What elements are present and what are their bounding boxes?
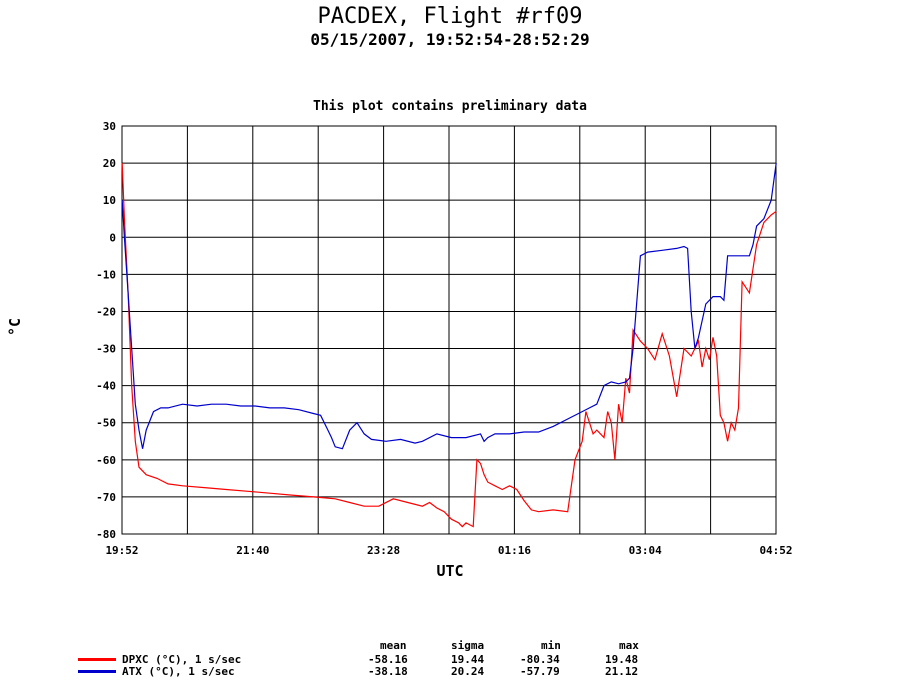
y-tick-label: -20: [96, 305, 116, 318]
y-tick-label: -10: [96, 268, 116, 281]
x-tick-label: 19:52: [105, 544, 138, 557]
chart-subtitle: 05/15/2007, 19:52:54-28:52:29: [310, 30, 590, 49]
legend-swatch-atx: [78, 670, 116, 673]
stat-dpxc-max: 19.48: [605, 653, 639, 666]
x-tick-label: 03:04: [629, 544, 662, 557]
stats-header-mean: mean: [380, 639, 407, 652]
x-tick-label: 04:52: [759, 544, 792, 557]
preliminary-note: This plot contains preliminary data: [313, 99, 587, 114]
legend-swatch-dpxc: [78, 658, 116, 661]
x-tick-label: 23:28: [367, 544, 400, 557]
series-line-dpxc: [121, 163, 777, 528]
y-tick-label: -30: [96, 343, 116, 356]
legend-label-dpxc: DPXC (°C), 1 s/sec: [122, 653, 242, 666]
y-tick-label: -70: [96, 491, 116, 504]
y-tick-label: -40: [96, 380, 116, 393]
x-tick-label: 01:16: [498, 544, 531, 557]
y-tick-label: -80: [96, 528, 116, 541]
x-axis-label: UTC: [436, 562, 464, 580]
legend-label-atx: ATX (°C), 1 s/sec: [122, 665, 235, 678]
stat-atx-min: -57.79: [520, 665, 560, 678]
stats-header-min: min: [541, 639, 561, 652]
stat-dpxc-min: -80.34: [520, 653, 560, 666]
chart-title: PACDEX, Flight #rf09: [317, 4, 583, 29]
stat-dpxc-sigma: 19.44: [451, 653, 485, 666]
y-tick-label: -50: [96, 417, 116, 430]
plot-frame: [121, 125, 777, 535]
stat-atx-sigma: 20.24: [451, 665, 485, 678]
x-tick-label: 21:40: [236, 544, 269, 557]
stats-header-sigma: sigma: [451, 639, 485, 652]
y-tick-label: 0: [109, 231, 116, 244]
y-tick-label: 20: [103, 157, 116, 170]
series-line-atx: [121, 163, 777, 450]
stat-atx-max: 21.12: [605, 665, 639, 678]
y-tick-label: -60: [96, 454, 116, 467]
stat-atx-mean: -38.18: [368, 665, 408, 678]
stats-header-max: max: [619, 639, 639, 652]
y-tick-label: 30: [103, 120, 116, 133]
stat-dpxc-mean: -58.16: [368, 653, 408, 666]
y-tick-label: 10: [103, 194, 116, 207]
